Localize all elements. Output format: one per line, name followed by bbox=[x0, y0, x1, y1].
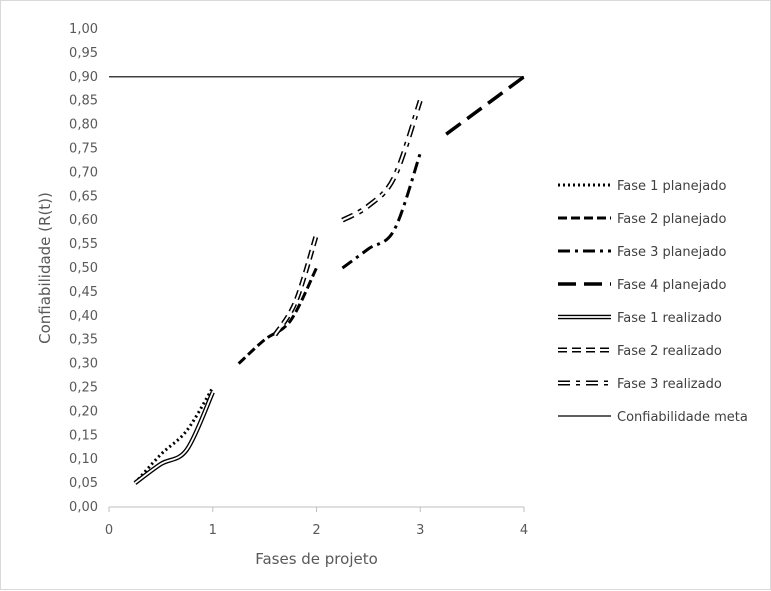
legend-label: Confiabilidade meta bbox=[617, 410, 748, 425]
series-stroke bbox=[237, 267, 318, 365]
y-tick-label: 1,00 bbox=[69, 22, 98, 37]
y-tick-label: 0,00 bbox=[69, 500, 98, 515]
axes-layer: Fases de projeto Confiabilidade (R(t)) bbox=[36, 192, 524, 568]
series-stroke bbox=[341, 100, 422, 222]
series-stroke bbox=[133, 391, 215, 485]
legend-label: Fase 2 realizado bbox=[617, 344, 722, 359]
y-tick-label: 0,25 bbox=[69, 381, 98, 396]
y-tick-label: 0,30 bbox=[69, 357, 98, 372]
series-2-line bbox=[237, 267, 318, 365]
y-tick-label: 0,90 bbox=[69, 70, 98, 85]
legend-item: Fase 2 realizado bbox=[558, 344, 722, 359]
y-tick-label: 0,10 bbox=[69, 452, 98, 467]
x-axis-title: Fases de projeto bbox=[255, 550, 378, 568]
y-tick-label: 0,55 bbox=[69, 237, 98, 252]
y-tick-label: 0,40 bbox=[69, 309, 98, 324]
y-tick-label: 0,60 bbox=[69, 213, 98, 228]
y-axis-title: Confiabilidade (R(t)) bbox=[36, 192, 54, 344]
y-tick-label: 0,75 bbox=[69, 142, 98, 157]
legend-item: Fase 3 planejado bbox=[558, 245, 726, 260]
y-tick-label: 0,05 bbox=[69, 476, 98, 491]
series-stroke bbox=[445, 75, 526, 136]
y-tick-label: 0,15 bbox=[69, 428, 98, 443]
y-tick-label: 0,45 bbox=[69, 285, 98, 300]
legend-item: Fase 4 planejado bbox=[558, 278, 726, 293]
legend-label: Fase 4 planejado bbox=[617, 278, 726, 293]
y-tick-label: 0,50 bbox=[69, 261, 98, 276]
series-stroke bbox=[341, 99, 423, 223]
series-1-line bbox=[133, 386, 215, 485]
series-layer bbox=[109, 75, 526, 485]
series-stroke bbox=[133, 386, 215, 485]
legend-label: Fase 1 realizado bbox=[617, 311, 722, 326]
legend-label: Fase 2 planejado bbox=[617, 212, 726, 227]
y-tick-label: 0,80 bbox=[69, 118, 98, 133]
y-tick-label: 0,35 bbox=[69, 333, 98, 348]
x-tick-label: 2 bbox=[312, 523, 320, 538]
y-tick-label: 0,95 bbox=[69, 46, 98, 61]
series-stroke bbox=[134, 391, 214, 484]
y-tick-label: 0,65 bbox=[69, 189, 98, 204]
x-tick-label: 3 bbox=[416, 523, 424, 538]
series-stroke bbox=[274, 234, 318, 336]
legend-item: Fase 1 realizado bbox=[558, 311, 722, 326]
x-tick-label: 4 bbox=[520, 523, 528, 538]
series-3-line bbox=[341, 152, 422, 270]
legend-item: Fase 2 planejado bbox=[558, 212, 726, 227]
y-tick-label: 0,70 bbox=[69, 165, 98, 180]
legend-label: Fase 3 realizado bbox=[617, 377, 722, 392]
series-7-line bbox=[341, 99, 423, 223]
legend-item: Confiabilidade meta bbox=[558, 410, 748, 425]
legend-label: Fase 3 planejado bbox=[617, 245, 726, 260]
series-stroke bbox=[341, 152, 422, 270]
y-tick-label: 0,85 bbox=[69, 94, 98, 109]
legend-item: Fase 1 planejado bbox=[558, 179, 726, 194]
series-6-line bbox=[272, 233, 319, 337]
legend-item: Fase 3 realizado bbox=[558, 377, 722, 392]
x-tick-label: 0 bbox=[105, 523, 113, 538]
legend: Fase 1 planejado Fase 2 planejado Fase 3 p… bbox=[558, 179, 748, 425]
x-tick-label: 1 bbox=[209, 523, 217, 538]
legend-label: Fase 1 planejado bbox=[617, 179, 726, 194]
series-5-line bbox=[133, 391, 215, 485]
series-4-line bbox=[445, 75, 526, 136]
ticks-layer: 0,00 0,05 0,10 0,15 0,20 0,25 0,30 0,35 0,40 0,45… bbox=[69, 22, 528, 538]
y-tick-label: 0,20 bbox=[69, 404, 98, 419]
